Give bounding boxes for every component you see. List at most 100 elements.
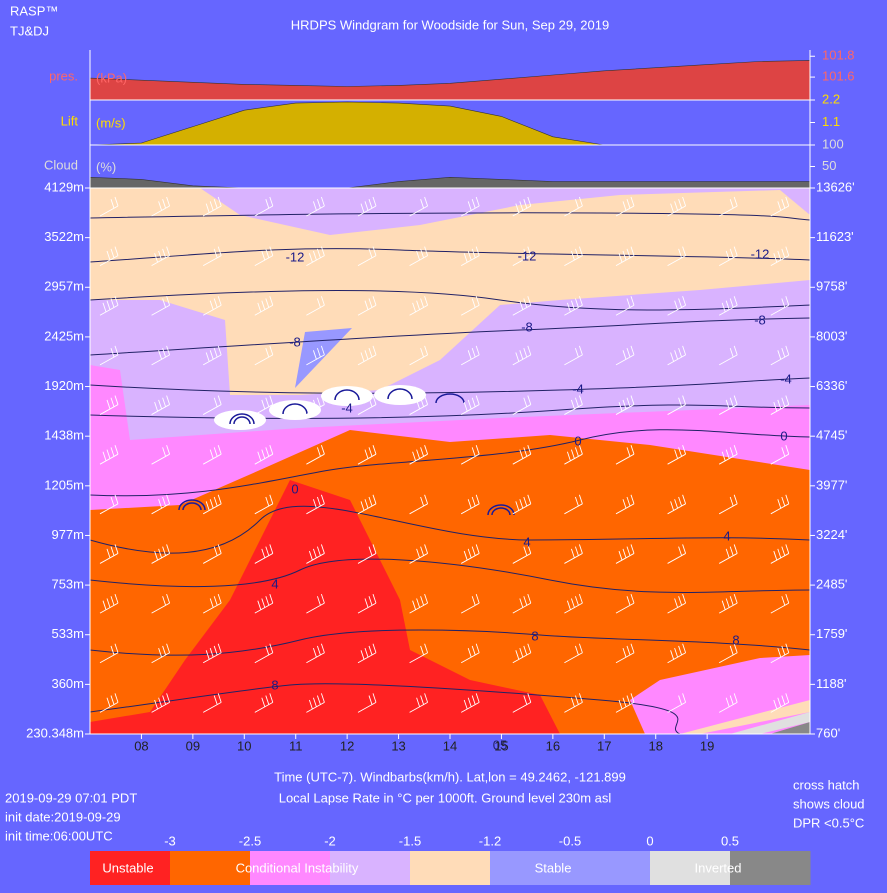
panel-area [89,176,811,189]
legend-swatch [170,851,251,885]
contour-line [89,558,811,593]
wind-barb [460,246,480,267]
wind-barb [306,693,325,713]
wind-barb [202,196,222,217]
contour-label: 8 [271,677,278,692]
wind-barb [718,544,738,564]
wind-barb [718,196,738,217]
contour-label: -8 [521,319,533,334]
y2-tick-label: 1.1 [822,114,840,129]
wind-barb [512,693,532,713]
wind-barb [254,345,274,366]
wind-barb [667,345,687,366]
wind-barb [770,246,790,267]
y2-tick-label: 13626' [816,179,855,194]
region-inverted [730,712,810,734]
wind-barb [718,494,738,515]
wind-barb [306,494,325,515]
wind-barb [718,296,738,316]
region-inverted [770,722,810,734]
legend-label: Inverted [695,860,742,875]
legend-tick-label: -2.5 [239,833,261,848]
legend-tick-label: -0.5 [559,833,581,848]
contour-label: -4 [572,381,584,396]
wind-barb [460,196,480,217]
wind-barb [615,494,635,515]
wind-barb [615,593,635,614]
wind-barb [99,494,119,515]
wind-barb [151,445,171,465]
contour-line [89,248,811,263]
wind-barb [151,345,171,366]
x-tick-label: 09 [186,738,200,753]
wind-barb [99,445,119,465]
y2-tick-label: 101.6 [822,69,855,84]
contour-line [89,683,681,735]
wind-barb [512,395,532,415]
contour-label: 4 [523,534,530,549]
wind-barb [202,544,222,564]
panel-area [89,60,811,101]
legend-label: Conditional Instability [236,860,359,875]
wind-barb [667,445,687,465]
wind-barb [99,593,119,614]
wind-barb [770,196,790,217]
wind-barb [306,246,325,267]
x-axis-label: Time (UTC-7). Windbarbs(km/h). Lat,lon =… [274,769,626,784]
y-tick-label: 1438m [44,428,84,443]
note: DPR <0.5°C [793,815,864,830]
region-stable [295,328,352,388]
wind-barb [512,246,532,267]
panel-area [89,101,810,146]
wind-barb [667,494,687,515]
wind-barb [512,445,532,465]
legend-swatch [570,851,651,885]
wind-barb [202,643,222,664]
wind-barb [151,643,171,664]
y-tick-label: 2425m [44,328,84,343]
contour-label: -12 [286,249,305,264]
wind-barb [357,445,377,465]
wind-barb [460,643,480,664]
wind-barb [512,643,532,664]
y-tick-label: 977m [51,527,84,542]
wind-barb [667,296,687,316]
wind-barb [357,395,377,415]
wind-barb [202,296,222,316]
contour-label: -8 [754,312,766,327]
wind-barb [409,544,429,564]
contour-label: -12 [518,248,537,263]
wind-barb [460,544,480,564]
note: shows cloud [793,796,865,811]
run-info: 2019-09-29 07:01 PDT [5,790,137,805]
wind-barb [357,544,377,564]
legend-tick-label: -1.2 [479,833,501,848]
wind-barb [202,593,222,614]
panel-name: Lift [61,113,79,128]
brand: TJ&DJ [10,23,49,38]
wind-barb [512,345,532,366]
wind-barb [718,643,738,664]
y-tick-label: 2957m [44,279,84,294]
x-tick-label: 16 [546,738,560,753]
legend-tick-label: 0 [646,833,653,848]
wind-barb [564,296,583,316]
contour-label: 0 [574,433,581,448]
y2-tick-label: 11623' [816,229,854,244]
wind-barb [667,196,687,217]
y2-tick-label: 4745' [816,428,847,443]
panel-name: pres. [49,68,78,83]
wind-barb [409,494,429,515]
wind-barb [306,445,325,465]
run-info: init time:06:00UTC [5,828,113,843]
wind-barb [254,544,274,564]
wind-barb [151,395,171,415]
wind-barb [409,345,429,366]
wind-barb [770,544,790,564]
contour-label: -4 [780,371,792,386]
x-tick-label: 15 [494,738,508,753]
wind-barb [564,345,583,366]
x-tick-label: 12 [340,738,354,753]
wind-barb [718,445,738,465]
wind-barb [202,395,222,415]
